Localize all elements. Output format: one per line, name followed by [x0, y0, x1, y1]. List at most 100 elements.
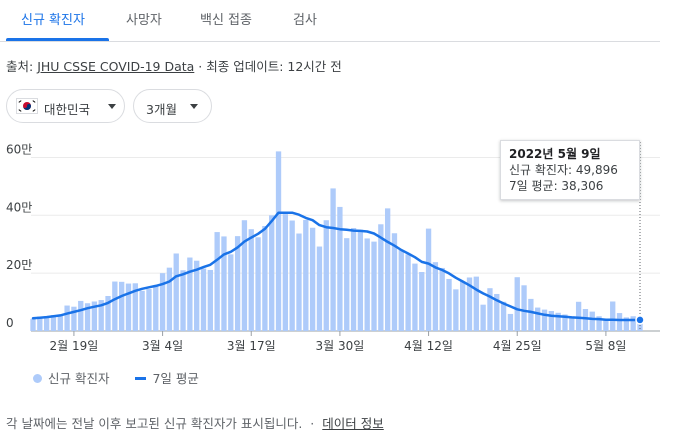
legend-item-cases[interactable]: 신규 확진자 [33, 368, 109, 387]
active-tab-indicator [6, 38, 109, 41]
bar [344, 238, 350, 331]
bar [30, 318, 36, 331]
bar [316, 246, 323, 331]
x-tick-label: 3월 30일 [316, 339, 365, 353]
bar [432, 262, 439, 331]
x-tick-label: 5월 8일 [585, 339, 626, 353]
bar [289, 220, 295, 331]
bar [37, 316, 43, 331]
hover-layer [635, 142, 645, 331]
bar [262, 226, 268, 331]
bar [439, 267, 445, 331]
bar [153, 285, 159, 331]
south-korea-flag-icon [16, 98, 38, 117]
bar [173, 253, 179, 331]
bar [575, 301, 582, 331]
tooltip-date: 2022년 5월 9일 [509, 147, 601, 161]
bar [255, 237, 261, 331]
bar-series [30, 151, 643, 331]
bar [187, 257, 193, 331]
bar [480, 304, 486, 331]
bar [541, 309, 548, 331]
bar [473, 276, 479, 331]
x-tick-label: 2월 19일 [50, 339, 99, 353]
source-link[interactable]: JHU CSSE COVID-19 Data [37, 59, 195, 74]
bar-swatch-icon [33, 374, 42, 383]
legend-label-average: 7일 평균 [152, 371, 199, 386]
bar [610, 301, 616, 331]
bar [241, 220, 248, 331]
bar [603, 318, 609, 331]
footer-separator: · [310, 416, 315, 431]
bar [521, 285, 527, 331]
bar [528, 298, 534, 331]
bar [228, 254, 234, 331]
tab-vaccination[interactable]: 백신 접종 [200, 13, 252, 28]
bar [398, 250, 404, 331]
source-prefix: 출처: [6, 59, 38, 74]
bar [630, 316, 636, 331]
bar [364, 238, 370, 331]
data-info-link[interactable]: 데이터 정보 [322, 416, 384, 431]
bar [507, 313, 514, 331]
tab-testing[interactable]: 검사 [293, 13, 317, 28]
bar [453, 289, 459, 331]
bar [50, 315, 57, 331]
bar [405, 254, 411, 331]
chart-legend: 신규 확진자 7일 평균 [33, 368, 221, 387]
bar [275, 151, 282, 331]
bar [112, 281, 118, 331]
y-tick-label: 40만 [6, 200, 32, 214]
bar [105, 296, 111, 331]
caret-down-icon [108, 104, 116, 109]
source-line: 출처: JHU CSSE COVID-19 Data · 최종 업데이트: 12… [6, 56, 342, 75]
y-tick-label: 20만 [6, 258, 32, 272]
bar [548, 311, 554, 331]
bar [71, 306, 77, 331]
bar [303, 219, 309, 331]
country-dropdown[interactable]: 대한민국 [6, 89, 125, 123]
bar [248, 229, 254, 331]
period-dropdown[interactable]: 3개월 [133, 89, 212, 123]
bar [514, 277, 520, 331]
bar [350, 228, 357, 331]
tab-new-cases[interactable]: 신규 확진자 [21, 13, 85, 28]
bar [78, 300, 84, 331]
bar [125, 283, 132, 331]
y-tick-label: 0 [6, 316, 14, 330]
legend-label-cases: 신규 확진자 [48, 371, 110, 386]
bar [425, 228, 432, 331]
bar [139, 290, 145, 331]
bar [371, 241, 377, 331]
x-tick-label: 4월 12일 [404, 339, 453, 353]
caret-down-icon [190, 104, 198, 109]
bar [569, 316, 575, 331]
bar [391, 233, 398, 331]
bar [214, 232, 220, 331]
bar [166, 267, 173, 331]
bar [419, 271, 425, 331]
bar [194, 260, 200, 331]
bar [357, 229, 364, 331]
bar [98, 300, 104, 331]
bar [119, 281, 125, 331]
bar [535, 307, 541, 331]
legend-item-average[interactable]: 7일 평균 [135, 368, 199, 387]
bar [623, 317, 630, 331]
period-label: 3개월 [146, 102, 177, 117]
average-series [31, 211, 642, 322]
bar [616, 313, 623, 331]
bar [159, 273, 166, 331]
bar [323, 220, 329, 331]
bar [234, 236, 241, 331]
line-swatch-icon [135, 377, 147, 380]
country-label: 대한민국 [44, 102, 91, 117]
bar [146, 289, 152, 331]
footer-text: 각 날짜에는 전날 이후 보고된 신규 확진자가 표시됩니다. [6, 416, 303, 431]
tab-deaths[interactable]: 사망자 [126, 13, 162, 28]
y-tick-label: 60만 [6, 142, 32, 156]
tab-bar: 신규 확진자 사망자 백신 접종 검사 [0, 0, 660, 42]
bar [494, 293, 500, 331]
bar [330, 188, 336, 331]
bar [296, 233, 302, 331]
